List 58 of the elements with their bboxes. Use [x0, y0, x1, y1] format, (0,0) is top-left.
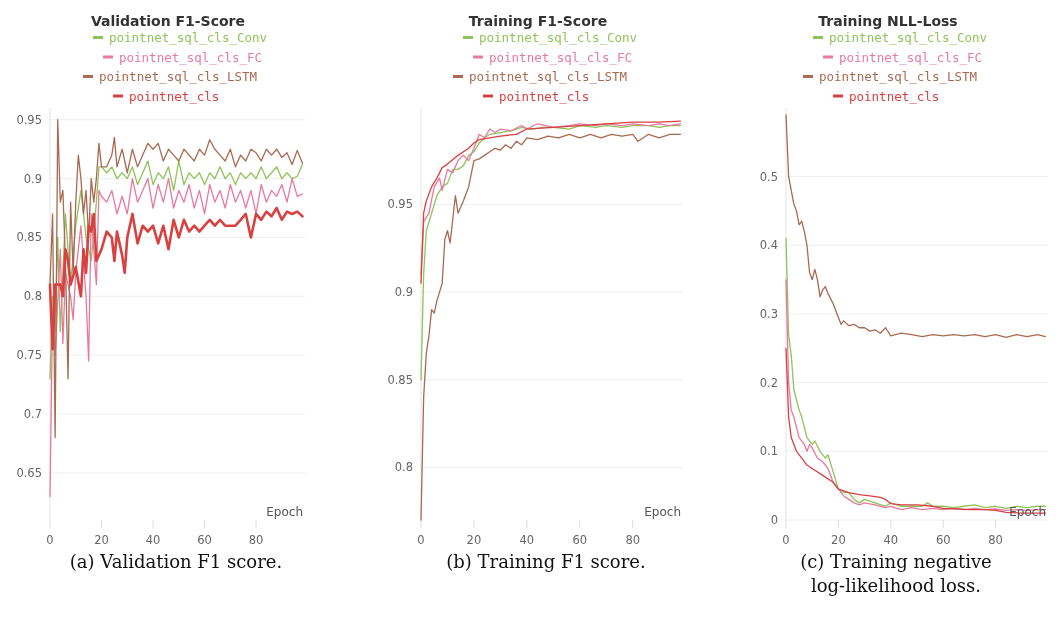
text: (c) Training negative log-likelihood loss.: [800, 551, 992, 596]
y-tick-label: 0.8: [23, 289, 42, 304]
x-tick-label: 0: [46, 533, 54, 547]
y-tick-label: 0.65: [16, 465, 42, 480]
legend-label: pointnet_sql_cls_Conv: [479, 30, 638, 45]
y-tick-label: 0.95: [387, 197, 413, 212]
x-tick-label: 20: [94, 533, 109, 547]
y-tick-label: 0: [770, 513, 778, 527]
x-tick-label: 0: [782, 533, 790, 547]
x-tick-label: 40: [519, 533, 535, 547]
line-series: [785, 114, 1047, 338]
x-tick-label: 20: [466, 533, 482, 547]
legend-label: pointnet_sql_cls_LSTM: [819, 69, 978, 84]
legend-label: pointnet_sql_cls_FC: [489, 49, 632, 65]
x-tick-label: 40: [883, 533, 899, 547]
y-tick-label: 0.8: [394, 460, 413, 475]
x-tick-label: 40: [145, 533, 161, 547]
y-tick-label: 0.9: [23, 171, 42, 186]
y-tick-label: 0.85: [16, 230, 42, 245]
y-tick-label: 0.4: [759, 238, 778, 253]
x-tick-label: 60: [572, 533, 588, 547]
legend-label: pointnet_sql_cls_Conv: [109, 30, 268, 45]
y-tick-label: 0.7: [23, 407, 42, 422]
x-tick-label: 80: [248, 533, 264, 547]
legend-label: pointnet_cls: [499, 88, 590, 104]
y-tick-label: 0.95: [16, 112, 42, 127]
y-tick-label: 0.3: [759, 307, 778, 321]
x-axis-title: Epoch: [266, 505, 303, 519]
x-tick-label: 0: [417, 533, 425, 547]
x-tick-label: 80: [625, 533, 641, 547]
y-tick-label: 0.85: [387, 372, 413, 387]
y-tick-label: 0.5: [759, 169, 778, 184]
line-series: [420, 124, 681, 381]
chart-title: Training F1-Score: [468, 13, 608, 29]
line-series: [49, 177, 304, 498]
legend-label: pointnet_sql_cls_LSTM: [469, 69, 628, 84]
line-series: [49, 119, 304, 439]
text: (b) Training F1 score.: [446, 551, 646, 572]
line-series: [420, 133, 681, 521]
y-tick-label: 0.75: [16, 348, 42, 363]
x-tick-label: 80: [988, 533, 1003, 547]
x-tick-label: 20: [831, 533, 846, 547]
legend-label: pointnet_cls: [129, 88, 220, 104]
y-tick-label: 0.2: [759, 375, 778, 390]
text: (a) Validation F1 score.: [69, 551, 283, 572]
legend-label: pointnet_sql_cls_FC: [119, 49, 262, 65]
x-tick-label: 60: [935, 533, 951, 547]
x-axis-title: Epoch: [644, 505, 681, 519]
legend-label: pointnet_sql_cls_LSTM: [99, 69, 258, 84]
legend-label: pointnet_sql_cls_Conv: [829, 30, 988, 45]
x-tick-label: 60: [197, 533, 212, 547]
chart-title: Training NLL-Loss: [818, 13, 958, 29]
legend-label: pointnet_cls: [849, 88, 940, 104]
y-tick-label: 0.9: [394, 285, 413, 300]
y-tick-label: 0.1: [759, 444, 778, 459]
legend-label: pointnet_sql_cls_FC: [839, 49, 982, 65]
chart-title: Validation F1-Score: [90, 13, 246, 29]
line-series: [48, 206, 304, 351]
